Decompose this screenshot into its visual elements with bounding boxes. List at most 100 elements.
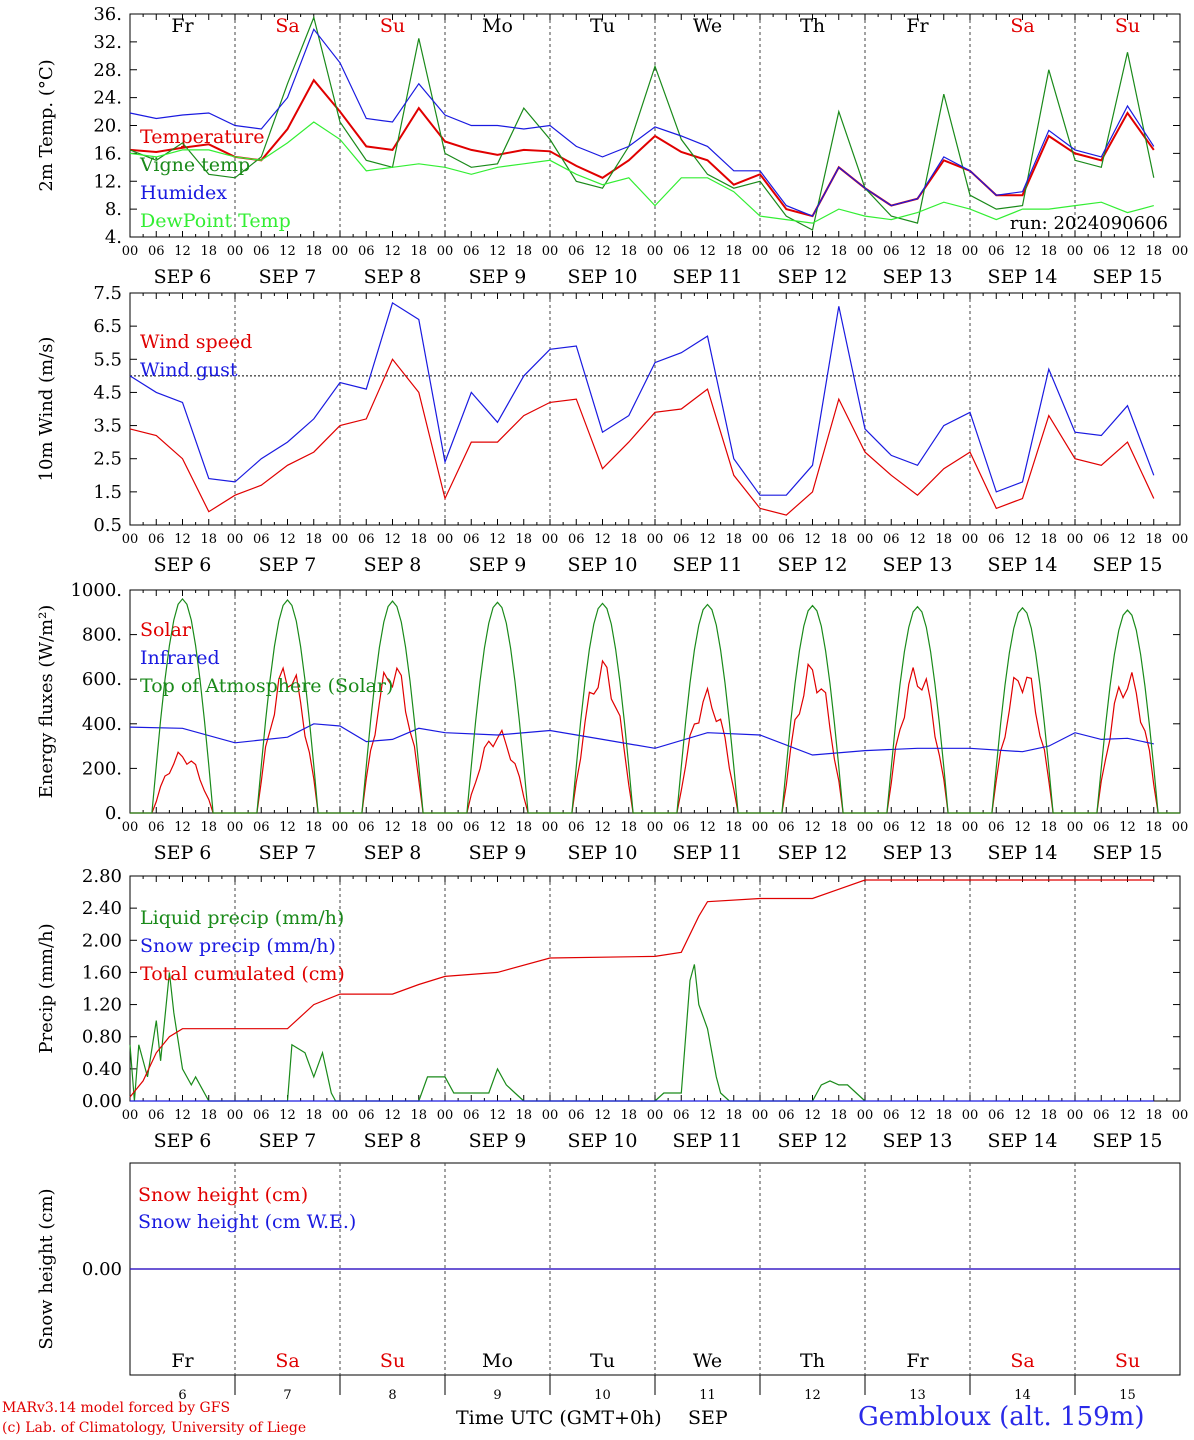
legend-wind-gust: Wind gust [140,359,238,381]
x-hour-label: 12 [804,1108,821,1123]
x-date-label: SEP 14 [988,554,1058,576]
x-hour-label: 00 [647,532,664,547]
x-hour-label: 12 [489,1108,506,1123]
x-hour-label: 12 [384,820,401,835]
x-hour-label: 00 [227,244,244,259]
day-abbr: Fr [906,15,929,37]
x-hour-label: 18 [725,1108,742,1123]
x-hour-label: 06 [778,1108,795,1123]
x-hour-label: 00 [962,244,979,259]
x-hour-label: 18 [1145,244,1162,259]
x-hour-label: 06 [1093,532,1110,547]
x-hour-label: 18 [830,820,847,835]
x-hour-label: 06 [778,244,795,259]
x-hour-label: 00 [962,820,979,835]
x-date-label: SEP 14 [988,1130,1058,1152]
x-hour-label: 12 [174,1108,191,1123]
x-hour-label: 00 [1067,244,1084,259]
x-hour-label: 12 [594,532,611,547]
legend-wind-speed: Wind speed [140,331,252,353]
x-hour-label: 18 [410,1108,427,1123]
day-abbr: Su [1115,15,1140,37]
x-hour-label: 18 [1145,532,1162,547]
x-hour-label: 00 [752,244,769,259]
x-hour-label: 06 [358,820,375,835]
series-line-infrared [129,723,1154,756]
series-line-humidex [129,28,1155,217]
x-date-label: SEP 13 [883,1130,953,1152]
x-hour-label: 18 [305,244,322,259]
x-date-label: SEP 9 [469,554,527,576]
x-hour-label: 00 [1067,532,1084,547]
x-date-label: SEP 11 [673,554,743,576]
x-hour-label: 18 [935,820,952,835]
legend-snow-precip-mm-h-: Snow precip (mm/h) [140,935,336,957]
x-hour-label: 00 [1067,820,1084,835]
x-date-label: SEP 10 [568,842,638,864]
y-axis-title: 2m Temp. (°C) [36,59,57,191]
x-date-label: SEP 15 [1093,1130,1163,1152]
credit-line-2: (c) Lab. of Climatology, University of L… [2,1420,307,1436]
x-hour-label: 12 [384,244,401,259]
x-date-label: SEP 12 [778,554,848,576]
day-abbr: Fr [906,1350,929,1372]
x-hour-label: 12 [594,1108,611,1123]
x-hour-label: 12 [279,244,296,259]
x-hour-label: 06 [253,1108,270,1123]
x-date-label: SEP 10 [568,266,638,288]
day-abbr: Sa [1010,15,1034,37]
y-tick-label: 8. [105,199,122,220]
x-hour-label: 18 [830,1108,847,1123]
plot-frame [129,589,1181,814]
day-abbr: Tu [590,1350,615,1372]
x-hour-label: 06 [568,532,585,547]
x-hour-label: 06 [1093,244,1110,259]
y-tick-label: 2.00 [82,930,122,951]
panel-snow: 0.00 Snow height (cm) Snow height (cm) Snow… [36,1162,1181,1429]
day-abbr: Su [380,15,405,37]
x-hour-label: 12 [804,532,821,547]
x-hour-label: 06 [988,532,1005,547]
x-hour-label: 06 [358,532,375,547]
x-hour-label: 06 [988,820,1005,835]
x-hour-label: 18 [830,532,847,547]
x-hour-label: 12 [1014,244,1031,259]
x-date-label: SEP 12 [778,266,848,288]
y-tick-label: 1.60 [82,962,122,983]
panel-temp: 4. 8. 12. 16. 20. 24. 28. 32. 36. 2m Temp. (°C) Te… [36,4,1188,288]
legend-solar: Solar [140,619,192,641]
x-hour-label: 18 [515,244,532,259]
y-tick-label: 0.5 [93,515,122,536]
day-abbr: Su [380,1350,405,1372]
y-tick-label: 3.5 [93,416,122,437]
x-hour-label: 00 [857,820,874,835]
y-tick-label: 1.5 [93,482,122,503]
series-line-wind-gust [129,301,1155,496]
x-hour-label: 06 [883,532,900,547]
x-day-number: 8 [388,1388,396,1403]
y-tick-label: 1000. [70,580,122,601]
x-date-label: SEP 15 [1093,266,1163,288]
x-hour-label: 12 [384,532,401,547]
x-hour-label: 18 [1145,1108,1162,1123]
y-axis-title: Snow height (cm) [36,1188,57,1349]
y-tick-label: 32. [93,32,122,53]
x-hour-label: 00 [857,1108,874,1123]
credit-line-1: MARv3.14 model forced by GFS [2,1400,231,1416]
x-hour-label: 00 [752,532,769,547]
x-hour-label: 06 [778,532,795,547]
x-hour-label: 18 [1040,820,1057,835]
x-day-number: 15 [1119,1388,1136,1403]
x-hour-label: 06 [673,820,690,835]
x-hour-label: 06 [883,244,900,259]
x-date-label: SEP 6 [154,554,212,576]
x-hour-label: 18 [1145,820,1162,835]
x-hour-label: 06 [778,820,795,835]
x-date-label: SEP 8 [364,1130,422,1152]
x-date-label: SEP 12 [778,1130,848,1152]
x-date-label: SEP 6 [154,266,212,288]
x-hour-label: 06 [1093,1108,1110,1123]
y-tick-label: 36. [93,4,122,25]
x-hour-label: 18 [1040,532,1057,547]
